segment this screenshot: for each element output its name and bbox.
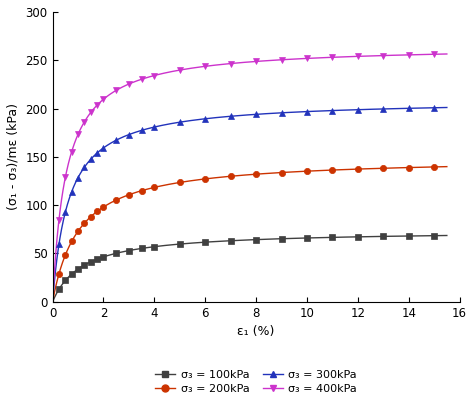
σ₃ = 100kPa (63, 278, 68, 283)
σ₃ = 200kPa (431, 164, 437, 169)
σ₃ = 300kPa (406, 106, 411, 111)
σ₃ = 300kPa (88, 157, 93, 162)
σ₃ = 400kPa (329, 55, 335, 60)
σ₃ = 200kPa (329, 168, 335, 173)
σ₃ = 200kPa (253, 172, 259, 177)
σ₃ = 200kPa (355, 167, 361, 172)
σ₃ = 400kPa (279, 57, 284, 62)
σ₃ = 400kPa (94, 103, 100, 108)
σ₃ = 400kPa (202, 64, 208, 69)
σ₃ = 200kPa (381, 166, 386, 171)
σ₃ = 100kPa (279, 236, 284, 241)
σ₃ = 300kPa (228, 114, 234, 119)
σ₃ = 400kPa (75, 132, 81, 137)
σ₃ = 100kPa (355, 234, 361, 239)
σ₃ = 300kPa (113, 138, 119, 143)
σ₃ = 200kPa (88, 214, 93, 219)
σ₃ = 400kPa (152, 73, 157, 78)
σ₃ = 400kPa (253, 59, 259, 64)
σ₃ = 100kPa (228, 238, 234, 243)
σ₃ = 200kPa (56, 272, 62, 277)
σ₃ = 100kPa (88, 259, 93, 264)
σ₃ = 300kPa (152, 124, 157, 129)
σ₃ = 200kPa (202, 176, 208, 181)
σ₃ = 400kPa (126, 81, 132, 86)
σ₃ = 400kPa (56, 217, 62, 222)
σ₃ = 300kPa (56, 242, 62, 247)
σ₃ = 400kPa (63, 175, 68, 180)
σ₃ = 100kPa (202, 240, 208, 245)
σ₃ = 300kPa (381, 106, 386, 111)
σ₃ = 100kPa (329, 235, 335, 240)
σ₃ = 400kPa (69, 149, 74, 154)
σ₃ = 100kPa (253, 237, 259, 242)
Line: σ₃ = 400kPa: σ₃ = 400kPa (56, 51, 437, 223)
σ₃ = 300kPa (355, 107, 361, 112)
σ₃ = 200kPa (100, 204, 106, 210)
σ₃ = 300kPa (69, 189, 74, 194)
σ₃ = 400kPa (139, 77, 145, 82)
σ₃ = 200kPa (177, 180, 182, 185)
σ₃ = 400kPa (113, 88, 119, 93)
σ₃ = 200kPa (94, 209, 100, 214)
σ₃ = 200kPa (126, 192, 132, 197)
σ₃ = 200kPa (279, 170, 284, 175)
σ₃ = 200kPa (75, 229, 81, 234)
Legend: σ₃ = 100kPa, σ₃ = 200kPa, σ₃ = 300kPa, σ₃ = 400kPa: σ₃ = 100kPa, σ₃ = 200kPa, σ₃ = 300kPa, σ… (151, 365, 362, 398)
σ₃ = 200kPa (113, 197, 119, 202)
σ₃ = 300kPa (82, 165, 87, 170)
σ₃ = 100kPa (431, 233, 437, 238)
σ₃ = 300kPa (139, 128, 145, 133)
σ₃ = 100kPa (126, 248, 132, 253)
σ₃ = 300kPa (304, 109, 310, 114)
σ₃ = 100kPa (69, 272, 74, 277)
σ₃ = 100kPa (139, 246, 145, 251)
σ₃ = 400kPa (304, 56, 310, 61)
σ₃ = 200kPa (82, 221, 87, 226)
σ₃ = 400kPa (406, 52, 411, 57)
σ₃ = 400kPa (82, 119, 87, 124)
σ₃ = 400kPa (431, 52, 437, 57)
σ₃ = 100kPa (406, 233, 411, 238)
σ₃ = 400kPa (177, 67, 182, 72)
σ₃ = 300kPa (75, 175, 81, 180)
σ₃ = 300kPa (126, 132, 132, 137)
σ₃ = 200kPa (304, 169, 310, 174)
σ₃ = 300kPa (202, 116, 208, 121)
Y-axis label: (σ₁ - σ₃)/mε (kPa): (σ₁ - σ₃)/mε (kPa) (7, 103, 20, 210)
σ₃ = 100kPa (113, 251, 119, 256)
σ₃ = 300kPa (431, 105, 437, 110)
σ₃ = 100kPa (82, 263, 87, 268)
σ₃ = 300kPa (63, 210, 68, 215)
Line: σ₃ = 200kPa: σ₃ = 200kPa (56, 164, 437, 277)
σ₃ = 200kPa (406, 165, 411, 170)
X-axis label: ε₁ (%): ε₁ (%) (237, 325, 275, 338)
σ₃ = 200kPa (63, 253, 68, 258)
σ₃ = 300kPa (177, 120, 182, 125)
Line: σ₃ = 100kPa: σ₃ = 100kPa (56, 233, 437, 292)
σ₃ = 100kPa (177, 241, 182, 246)
σ₃ = 300kPa (94, 150, 100, 155)
σ₃ = 200kPa (69, 239, 74, 244)
σ₃ = 200kPa (152, 185, 157, 190)
σ₃ = 300kPa (253, 112, 259, 117)
σ₃ = 100kPa (152, 244, 157, 249)
σ₃ = 100kPa (100, 254, 106, 259)
σ₃ = 100kPa (381, 234, 386, 239)
σ₃ = 300kPa (100, 145, 106, 150)
σ₃ = 300kPa (329, 108, 335, 113)
σ₃ = 400kPa (355, 54, 361, 59)
σ₃ = 400kPa (381, 53, 386, 58)
σ₃ = 400kPa (88, 110, 93, 115)
σ₃ = 400kPa (100, 97, 106, 102)
σ₃ = 100kPa (56, 287, 62, 292)
σ₃ = 400kPa (228, 61, 234, 66)
Line: σ₃ = 300kPa: σ₃ = 300kPa (56, 105, 437, 247)
σ₃ = 100kPa (304, 235, 310, 241)
σ₃ = 100kPa (75, 266, 81, 272)
σ₃ = 200kPa (139, 188, 145, 193)
σ₃ = 200kPa (228, 174, 234, 179)
σ₃ = 300kPa (279, 110, 284, 115)
σ₃ = 100kPa (94, 256, 100, 261)
